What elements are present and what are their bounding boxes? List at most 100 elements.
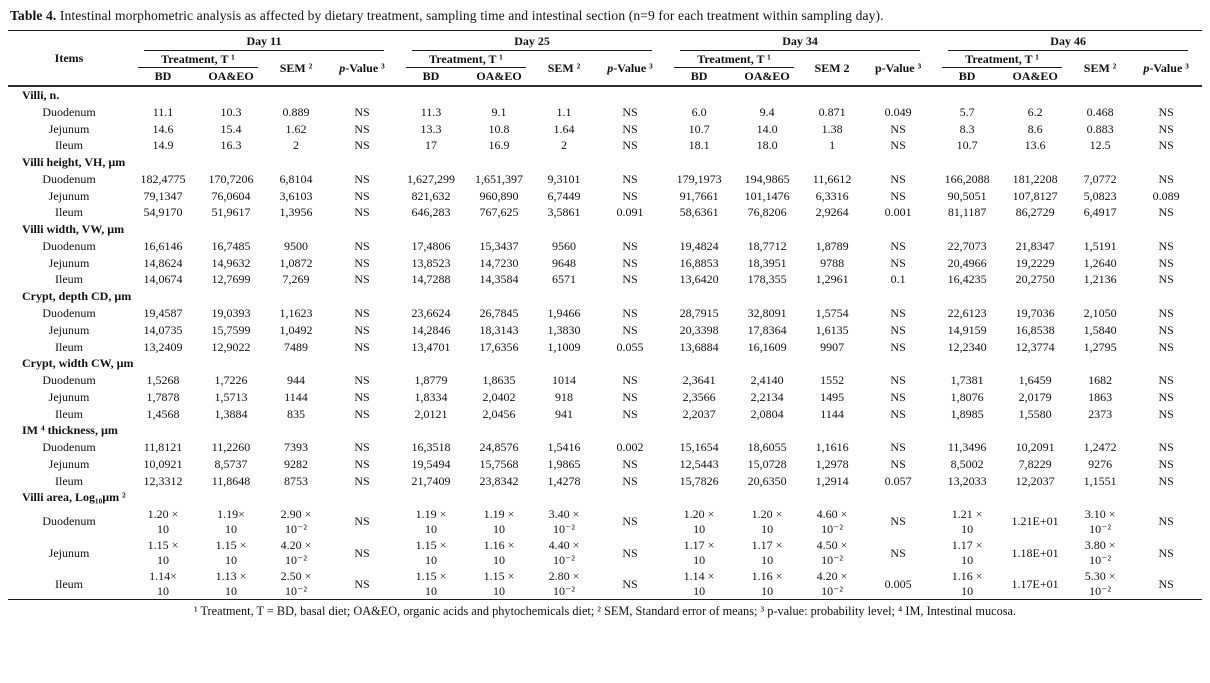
value-cell: 86,2729 <box>1015 205 1055 220</box>
day34-bd-header: BD <box>666 68 733 87</box>
value-cell: 1552 <box>820 373 845 388</box>
value-cell: 2,9264 <box>815 205 849 220</box>
value-cell: 18.1 <box>688 138 710 153</box>
value-cell: NS <box>890 171 906 186</box>
value-cell: 6.0 <box>691 104 707 119</box>
day34-treatment-header: Treatment, T ¹ <box>666 51 802 69</box>
row-item-label: Jejunum <box>48 322 90 337</box>
row-item-label: Jejunum <box>48 121 90 136</box>
table-row: Ileum 12,3312 11,8648 8753 NS 21,7409 23,8342 1… <box>8 472 1202 489</box>
day34-pvalue-p: p <box>874 60 882 75</box>
value-cell: NS <box>622 473 638 488</box>
value-cell: 14,9159 <box>947 322 987 337</box>
value-cell: NS <box>354 104 370 119</box>
row-item-label: Duodenum <box>42 373 96 388</box>
value-cell: 1,2961 <box>815 272 849 287</box>
value-cell: NS <box>890 322 906 337</box>
value-cell: 1,1623 <box>279 305 313 320</box>
value-cell: 14,7288 <box>411 272 451 287</box>
value-cell: 54,9170 <box>143 205 183 220</box>
section-row: Villi width, VW, µm <box>8 221 1202 238</box>
day11-label: Day 11 <box>144 33 385 52</box>
value-cell: 1,6459 <box>1018 373 1052 388</box>
day46-treatment-label: Treatment, T ¹ <box>942 51 1063 69</box>
value-cell: 1,3884 <box>214 406 248 421</box>
value-cell: 0.1 <box>890 272 906 287</box>
value-cell: 1863 <box>1088 389 1113 404</box>
value-cell: NS <box>354 188 370 203</box>
value-cell: NS <box>622 545 638 560</box>
day11-pvalue-header: p-Value ³ <box>326 51 399 87</box>
table-row: Ileum 1.14× 10 1.13 × 10 2.50 × 10⁻² NS 1.15 … <box>8 568 1202 600</box>
value-cell: 11,8648 <box>211 473 251 488</box>
value-cell: NS <box>1158 205 1174 220</box>
value-cell: NS <box>1158 473 1174 488</box>
value-cell: 12,9022 <box>211 339 251 354</box>
value-cell: 1,1009 <box>547 339 581 354</box>
day46-bd-header: BD <box>934 68 1001 87</box>
value-cell: 8,5737 <box>214 456 248 471</box>
row-item-label: Ileum <box>55 576 83 591</box>
value-cell: 0.002 <box>616 440 644 455</box>
value-cell: NS <box>354 440 370 455</box>
table-row: Duodenum 11.1 10.3 0.889 NS 11.3 9.1 1.1 NS 6.0 9.… <box>8 104 1202 121</box>
value-cell: 12,3774 <box>1015 339 1055 354</box>
value-cell: NS <box>1158 456 1174 471</box>
value-cell: 944 <box>287 373 305 388</box>
value-cell: 9276 <box>1088 456 1113 471</box>
value-cell: 101,1476 <box>744 188 790 203</box>
row-item-label: Ileum <box>55 138 83 153</box>
value-cell: 5.30 × 10⁻² <box>1084 569 1116 598</box>
value-cell: 2,3641 <box>682 373 716 388</box>
value-cell: 918 <box>555 389 574 404</box>
day34-label: Day 34 <box>680 33 921 52</box>
value-cell: NS <box>890 305 906 320</box>
value-cell: 13,2409 <box>143 339 183 354</box>
table-caption: Intestinal morphometric analysis as affe… <box>56 8 884 23</box>
value-cell: NS <box>1158 545 1174 560</box>
row-item-label: Ileum <box>55 272 83 287</box>
value-cell: 2,2037 <box>682 406 716 421</box>
value-cell: 9788 <box>820 255 845 270</box>
value-cell: 0.468 <box>1086 104 1114 119</box>
day25-oaeo-header: OA&EO <box>464 68 535 87</box>
row-item-label: Duodenum <box>42 514 96 529</box>
value-cell: 13,8523 <box>411 255 451 270</box>
value-cell: 3.40 × 10⁻² <box>548 507 580 536</box>
value-cell: 4.20 × 10⁻² <box>280 538 312 567</box>
value-cell: 1.20 × 10 <box>683 507 715 536</box>
row-item-label: Jejunum <box>48 545 90 560</box>
row-item-label: Ileum <box>55 406 83 421</box>
value-cell: 11,2260 <box>211 440 251 455</box>
value-cell: 1.21E+01 <box>1011 514 1059 529</box>
value-cell: 7489 <box>284 339 308 354</box>
value-cell: 12,2037 <box>1015 473 1055 488</box>
value-cell: 1.20 × 10 <box>147 507 179 536</box>
value-cell: 16.3 <box>220 138 242 153</box>
value-cell: NS <box>890 545 906 560</box>
items-column-header: Items <box>8 30 130 87</box>
value-cell: 15,0728 <box>747 456 787 471</box>
value-cell: 14,0735 <box>143 322 183 337</box>
value-cell: NS <box>890 339 906 354</box>
day25-treatment-header: Treatment, T ¹ <box>398 51 534 69</box>
row-item-label: Ileum <box>55 473 83 488</box>
value-cell: 0.049 <box>884 104 912 119</box>
value-cell: 1.19 × 10 <box>483 507 515 536</box>
value-cell: 20,2750 <box>1015 272 1055 287</box>
value-cell: 18,7712 <box>747 238 787 253</box>
value-cell: 1.17 × 10 <box>951 538 983 567</box>
value-cell: 0.005 <box>884 576 912 591</box>
header-row-groups: BD OA&EO BD OA&EO BD OA&EO BD OA&EO <box>8 68 1202 87</box>
table-row: Jejunum 1.15 × 10 1.15 × 10 4.20 × 10⁻² NS 1.… <box>8 537 1202 568</box>
day34-treatment-label: Treatment, T ¹ <box>674 51 795 69</box>
value-cell: 1,2640 <box>1083 255 1117 270</box>
value-cell: 26,7845 <box>479 305 519 320</box>
value-cell: NS <box>354 406 370 421</box>
section-header-label: Villi area, Log₁₀µm ² <box>22 490 126 505</box>
value-cell: NS <box>1158 171 1174 186</box>
value-cell: 1.20 × 10 <box>751 507 783 536</box>
value-cell: 8.6 <box>1027 121 1043 136</box>
table-row: Jejunum 79,1347 76,0604 3,6103 NS 821,632 960,… <box>8 187 1202 204</box>
value-cell: 18,3951 <box>747 255 787 270</box>
